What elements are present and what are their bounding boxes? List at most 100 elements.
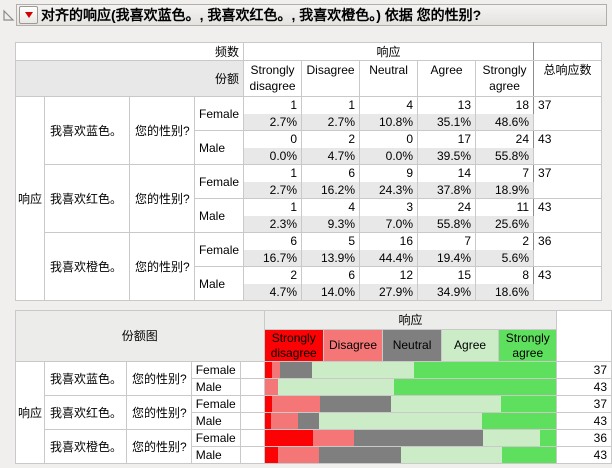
response-level-header: Disagree [301, 60, 361, 97]
count-cell: 4 [359, 96, 419, 114]
percent-cell: 35.1% [417, 113, 477, 131]
count-cell: 11 [475, 198, 535, 216]
gender-question-label: 您的性别? [126, 395, 192, 430]
legend-cell-disagree: Disagree [322, 329, 384, 362]
bar-segment [483, 430, 540, 446]
bar-total: 43 [556, 412, 612, 430]
bar-segment [265, 430, 314, 446]
count-cell: 7 [475, 164, 535, 182]
question-label: 我喜欢橙色。 [44, 232, 131, 301]
bar-segment [278, 447, 320, 463]
count-cell: 1 [243, 198, 303, 216]
total-header-spacer [533, 42, 603, 61]
percent-cell: 9.3% [301, 215, 361, 233]
gender-value: Female [194, 232, 245, 267]
count-cell: 5 [301, 232, 361, 250]
count-cell: 6 [243, 232, 303, 250]
gender-value: Male [194, 130, 245, 165]
question-label: 我喜欢红色。 [44, 395, 128, 430]
bar-total: 37 [556, 361, 612, 379]
question-label: 我喜欢蓝色。 [44, 96, 131, 165]
percent-cell: 27.9% [359, 283, 419, 301]
percent-cell: 18.6% [475, 283, 535, 301]
bar-total: 43 [556, 446, 612, 464]
bar-row: 响应 我喜欢蓝色。 您的性别? Female 37 [14, 361, 612, 464]
gender-question-label: 您的性别? [129, 232, 196, 301]
bar-segment [414, 362, 556, 378]
gender-value: Female [190, 429, 241, 447]
percent-cell: 16.2% [301, 181, 361, 199]
bar-segment [318, 413, 482, 429]
bar-segment [319, 396, 391, 412]
total-cell: 37 [533, 164, 603, 199]
bar-segment [311, 362, 415, 378]
stat-spacer-cell [239, 446, 265, 464]
red-triangle-menu-button[interactable] [19, 6, 38, 24]
stat-spacer-cell [239, 429, 265, 447]
bar-segment [265, 396, 273, 412]
bar-total: 43 [556, 378, 612, 396]
count-cell: 13 [417, 96, 477, 114]
bar-segment [540, 430, 556, 446]
percent-cell: 0.0% [359, 147, 419, 165]
percent-cell: 39.5% [417, 147, 477, 165]
percent-cell: 25.6% [475, 215, 535, 233]
stacked-bar [265, 413, 556, 429]
response-span-header: 响应 [263, 310, 558, 330]
bar-segment [298, 413, 319, 429]
gender-value: Female [190, 361, 241, 379]
total-header-spacer [556, 310, 612, 362]
count-cell: 2 [301, 130, 361, 148]
count-cell: 9 [359, 164, 419, 182]
response-span-header: 响应 [243, 42, 535, 61]
count-cell: 3 [359, 198, 419, 216]
stat-label-share: 份额 [14, 60, 245, 97]
percent-cell: 55.8% [475, 147, 535, 165]
percent-cell: 55.8% [417, 215, 477, 233]
gender-value: Male [190, 378, 241, 396]
bar-row: 我喜欢橙色。 您的性别? Female 36 [16, 429, 612, 464]
bar-segment [271, 413, 299, 429]
bar-total: 37 [556, 395, 612, 413]
stacked-bar [265, 430, 556, 446]
total-cell: 43 [533, 266, 603, 301]
gender-question-label: 您的性别? [129, 96, 196, 165]
stacked-bar [265, 396, 556, 412]
legend-cell-neutral: Neutral [382, 329, 442, 362]
stat-label-freq: 频数 [14, 42, 245, 61]
percent-cell: 2.3% [243, 215, 303, 233]
bar-segment [265, 447, 279, 463]
disclosure-open-icon[interactable] [2, 9, 15, 22]
count-cell: 24 [417, 198, 477, 216]
question-label: 我喜欢蓝色。 [44, 361, 128, 396]
share-chart-table: 份额图 响应 Strongly disagree Disagree Neutra… [14, 310, 612, 464]
bar-segment [280, 362, 312, 378]
percent-cell: 44.4% [359, 249, 419, 267]
legend-cell-strongly-agree: Strongly agree [498, 329, 558, 362]
gender-question-label: 您的性别? [126, 429, 192, 464]
count-cell: 1 [301, 96, 361, 114]
count-cell: 8 [475, 266, 535, 284]
stacked-bar-cell [263, 429, 558, 447]
count-cell: 1 [243, 164, 303, 182]
percent-cell: 18.9% [475, 181, 535, 199]
count-cell: 15 [417, 266, 477, 284]
percent-cell: 34.9% [417, 283, 477, 301]
count-cell: 0 [359, 130, 419, 148]
gender-value: Male [190, 412, 241, 430]
question-label: 我喜欢橙色。 [44, 429, 128, 464]
response-level-header: Neutral [359, 60, 419, 97]
count-cell: 6 [301, 266, 361, 284]
stacked-bar-cell [263, 395, 558, 413]
stacked-bar-cell [263, 412, 558, 430]
count-cell: 18 [475, 96, 535, 114]
percent-cell: 2.7% [243, 113, 303, 131]
gender-question-label: 您的性别? [129, 164, 196, 233]
response-level-header: Agree [417, 60, 477, 97]
bar-segment [353, 430, 484, 446]
percent-cell: 4.7% [301, 147, 361, 165]
percent-cell: 2.7% [243, 181, 303, 199]
bar-row: Male 43 [16, 378, 612, 396]
legend-cell-strongly-disagree: Strongly disagree [263, 329, 324, 362]
count-cell: 16 [359, 232, 419, 250]
